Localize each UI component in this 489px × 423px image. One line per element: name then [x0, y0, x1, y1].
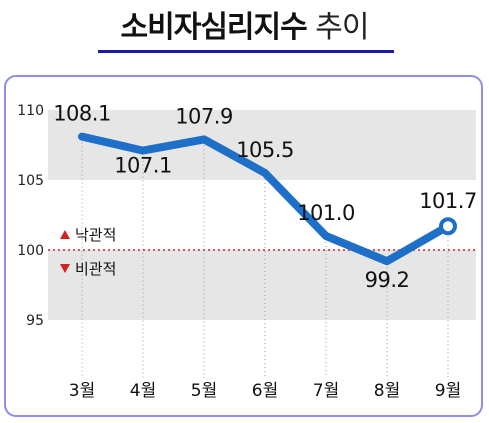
- x-tick-label: 4월: [130, 381, 156, 401]
- x-tick-label: 3월: [69, 381, 95, 401]
- x-tick-label: 7월: [313, 381, 339, 401]
- title-underline: [98, 50, 394, 53]
- x-tick-label: 8월: [374, 381, 400, 401]
- y-tick-label: 110: [17, 103, 44, 119]
- data-label: 101.7: [419, 189, 477, 213]
- x-tick-label: 9월: [435, 381, 461, 401]
- chart-title-main: 소비자심리지수: [120, 10, 308, 45]
- data-label: 107.1: [114, 154, 172, 178]
- data-label: 105.5: [236, 138, 294, 162]
- up-triangle-icon: [60, 230, 70, 239]
- y-tick-label: 105: [17, 173, 44, 189]
- series-end-marker: [439, 217, 457, 236]
- data-label: 99.2: [365, 268, 410, 292]
- y-tick-label: 100: [17, 243, 44, 259]
- x-tick-label: 5월: [191, 381, 217, 401]
- series-line: [78, 132, 452, 266]
- band-95-100: [48, 250, 476, 320]
- chart-title-sub: 추이: [315, 10, 369, 45]
- data-label: 108.1: [53, 102, 111, 126]
- x-tick-label: 6월: [252, 381, 278, 401]
- down-triangle-icon: [60, 264, 70, 273]
- data-label: 107.9: [175, 104, 233, 128]
- data-label: 101.0: [297, 201, 355, 225]
- chart-title: 소비자심리지수 추이: [0, 0, 489, 64]
- legend-optimistic: 낙관적: [75, 226, 116, 244]
- legend-pessimistic: 비관적: [75, 260, 116, 278]
- y-tick-label: 95: [26, 313, 44, 329]
